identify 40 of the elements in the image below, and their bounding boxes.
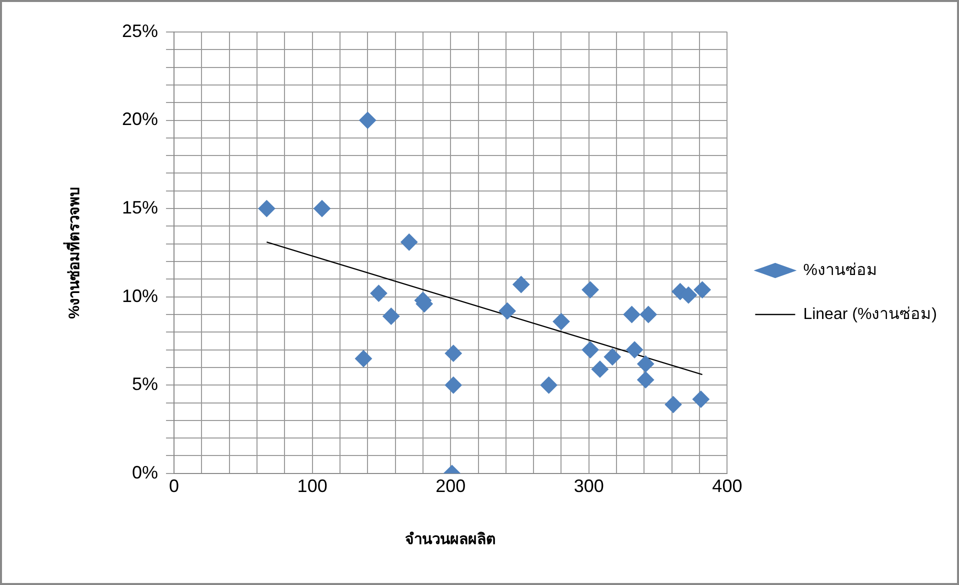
point [258,200,276,218]
x-tick-label: 200 [436,476,466,496]
point [540,376,558,394]
point [354,350,372,368]
point [552,313,570,330]
point [692,390,710,408]
point [444,344,462,362]
point [359,112,376,129]
point [623,306,640,323]
point [640,306,657,323]
point [582,281,599,298]
x-tick-label: 300 [574,476,604,496]
point [694,281,711,298]
legend-label: %งานซ่อม [803,262,878,279]
y-tick-label: 10% [122,286,158,306]
point [582,341,599,358]
point [370,284,388,302]
y-tick-label: 20% [122,109,158,130]
legend-label: Linear (%งานซ่อม) [803,306,938,323]
point [604,348,621,366]
y-tick-label: 0% [132,462,158,482]
point [444,376,462,394]
x-tick-label: 400 [712,476,742,496]
x-tick-label: 100 [297,476,328,496]
point [314,200,330,218]
x-tick-label: 0 [169,476,180,496]
point [664,396,682,414]
y-tick-label: 5% [132,374,158,394]
x-axis-title: จำนวนผลผลิต [405,530,496,548]
point [637,371,654,388]
point [498,302,516,320]
point [591,360,608,378]
y-tick-label: 15% [122,198,158,218]
point [382,308,400,325]
point [637,355,654,372]
point [626,341,644,358]
y-axis-title: %งานซ่อมที่ตรวจพบ [63,186,84,319]
point [400,234,418,251]
point [512,276,530,293]
y-tick-label: 25% [122,20,158,41]
